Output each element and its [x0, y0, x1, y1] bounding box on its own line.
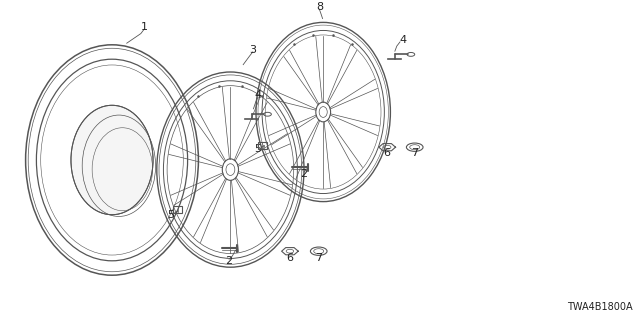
Text: 1: 1 — [141, 22, 147, 32]
Text: 2: 2 — [300, 169, 308, 180]
Text: TWA4B1800A: TWA4B1800A — [566, 302, 632, 312]
Ellipse shape — [71, 105, 153, 215]
Bar — [173, 206, 182, 213]
Text: 6: 6 — [384, 148, 390, 158]
Text: 5: 5 — [255, 144, 261, 155]
Text: 7: 7 — [315, 252, 323, 263]
Bar — [258, 142, 267, 149]
Text: 2: 2 — [225, 256, 233, 267]
Text: 4: 4 — [254, 90, 262, 100]
Text: 7: 7 — [411, 148, 419, 158]
Text: 6: 6 — [287, 252, 293, 263]
Text: 8: 8 — [316, 2, 323, 12]
Text: 5: 5 — [168, 210, 174, 220]
Text: 4: 4 — [399, 35, 407, 45]
Text: 3: 3 — [250, 44, 256, 55]
